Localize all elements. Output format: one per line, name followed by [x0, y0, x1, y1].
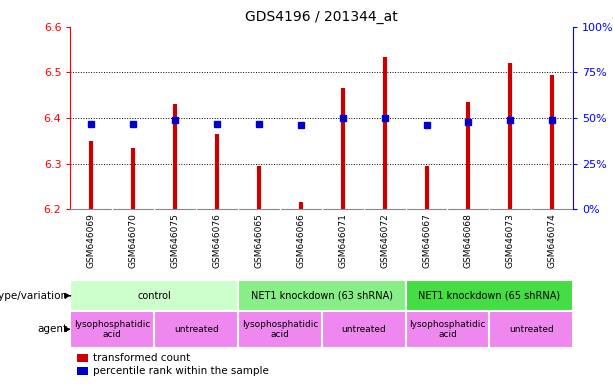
- Text: GSM646075: GSM646075: [170, 214, 180, 268]
- Text: GSM646065: GSM646065: [254, 214, 264, 268]
- Text: GSM646072: GSM646072: [380, 214, 389, 268]
- Text: GSM646069: GSM646069: [87, 214, 96, 268]
- Title: GDS4196 / 201344_at: GDS4196 / 201344_at: [245, 10, 398, 25]
- Text: transformed count: transformed count: [93, 353, 190, 363]
- Bar: [489, 311, 573, 348]
- Text: lysophosphatidic
acid: lysophosphatidic acid: [74, 319, 151, 339]
- Text: GSM646068: GSM646068: [464, 214, 473, 268]
- Bar: [406, 280, 573, 311]
- Text: GSM646070: GSM646070: [129, 214, 138, 268]
- Bar: [154, 311, 238, 348]
- Text: lysophosphatidic
acid: lysophosphatidic acid: [242, 319, 318, 339]
- Text: untreated: untreated: [173, 325, 219, 334]
- Bar: [70, 280, 238, 311]
- Bar: [238, 311, 322, 348]
- Text: GSM646067: GSM646067: [422, 214, 431, 268]
- Text: genotype/variation: genotype/variation: [0, 291, 67, 301]
- Text: agent: agent: [37, 324, 67, 334]
- Text: NET1 knockdown (65 shRNA): NET1 knockdown (65 shRNA): [418, 291, 560, 301]
- Text: control: control: [137, 291, 171, 301]
- Text: GSM646073: GSM646073: [506, 214, 515, 268]
- Bar: [238, 280, 406, 311]
- Text: GSM646071: GSM646071: [338, 214, 348, 268]
- Bar: [322, 311, 406, 348]
- Text: lysophosphatidic
acid: lysophosphatidic acid: [409, 319, 485, 339]
- Text: NET1 knockdown (63 shRNA): NET1 knockdown (63 shRNA): [251, 291, 393, 301]
- Text: GSM646074: GSM646074: [547, 214, 557, 268]
- Text: percentile rank within the sample: percentile rank within the sample: [93, 366, 268, 376]
- Text: untreated: untreated: [509, 325, 554, 334]
- Text: untreated: untreated: [341, 325, 386, 334]
- Bar: [406, 311, 489, 348]
- Text: GSM646066: GSM646066: [296, 214, 305, 268]
- Bar: [70, 311, 154, 348]
- Text: GSM646076: GSM646076: [213, 214, 222, 268]
